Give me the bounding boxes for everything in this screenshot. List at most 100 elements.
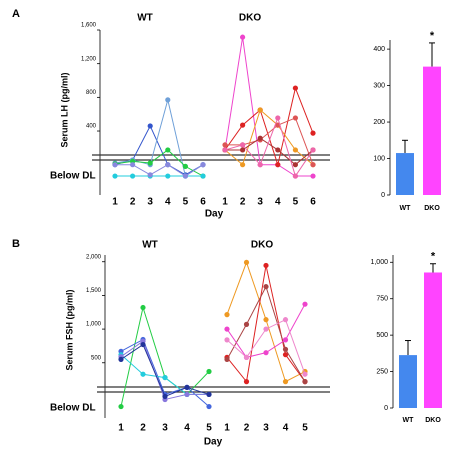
data-point	[310, 147, 316, 153]
data-point	[282, 379, 289, 385]
data-point	[130, 173, 136, 179]
data-point	[292, 85, 298, 91]
data-point	[263, 326, 269, 332]
y-tick-label: 1,200	[81, 56, 97, 62]
data-point	[240, 147, 246, 153]
data-point	[112, 173, 118, 179]
data-point	[240, 142, 246, 148]
x-tick-label: 3	[263, 423, 269, 434]
data-point	[263, 284, 269, 290]
data-point	[130, 162, 136, 168]
x-tick-label: 3	[257, 197, 263, 208]
data-point	[224, 326, 230, 332]
significance-mark: *	[431, 251, 436, 263]
data-point	[147, 172, 153, 178]
group-title: DKO	[251, 240, 273, 251]
below-dl-label: Below DL	[50, 403, 96, 414]
data-point	[292, 147, 298, 153]
y-tick-label: 750	[376, 296, 388, 303]
data-point	[224, 337, 230, 343]
data-point	[243, 379, 250, 385]
x-axis-label: Day	[204, 437, 223, 448]
data-point	[165, 97, 171, 103]
x-tick-label: 1	[112, 197, 118, 208]
x-tick-label: 1	[224, 423, 230, 434]
data-point	[112, 162, 118, 168]
data-point	[302, 301, 308, 307]
x-tick-label: 3	[162, 423, 168, 434]
y-tick-label: 400	[373, 46, 385, 53]
bar	[423, 66, 441, 195]
bar	[424, 272, 442, 408]
data-point	[243, 259, 250, 266]
y-tick-label: 1,000	[370, 259, 388, 266]
data-point	[292, 115, 298, 121]
data-point	[200, 162, 206, 168]
data-point	[310, 173, 316, 179]
below-dl-label: Below DL	[50, 171, 96, 182]
data-point	[292, 162, 298, 168]
y-tick-label: 0	[381, 192, 385, 199]
x-tick-label: 3	[147, 197, 153, 208]
group-title: WT	[137, 13, 153, 24]
data-point	[275, 115, 281, 121]
x-tick-label: 5	[206, 423, 212, 434]
x-tick-label: 4	[275, 197, 281, 208]
data-point	[118, 403, 124, 410]
data-point	[200, 173, 206, 179]
data-point	[165, 162, 171, 168]
x-tick-label: DKO	[425, 417, 441, 424]
x-tick-label: 4	[184, 423, 190, 434]
data-point	[222, 142, 228, 148]
significance-mark: *	[430, 30, 435, 42]
x-tick-label: 5	[293, 197, 299, 208]
series-line	[120, 343, 210, 398]
x-tick-label: 2	[244, 423, 250, 434]
y-tick-label: 1,000	[86, 322, 102, 328]
data-point	[140, 341, 146, 348]
y-axis-label: Serum FSH (pg/ml)	[64, 289, 74, 370]
data-point	[182, 163, 188, 169]
series-line	[225, 117, 314, 165]
data-point	[240, 162, 246, 168]
data-point	[275, 147, 281, 153]
x-tick-label: 4	[165, 197, 171, 208]
data-point	[282, 317, 289, 323]
y-tick-label: 300	[373, 82, 385, 89]
data-point	[243, 354, 250, 360]
data-point	[224, 356, 230, 363]
data-point	[118, 356, 124, 363]
series-line	[224, 37, 313, 177]
data-point	[206, 391, 212, 398]
data-point	[182, 173, 188, 179]
data-point	[257, 162, 263, 168]
data-point	[206, 403, 212, 410]
data-point	[240, 34, 246, 40]
data-point	[282, 352, 289, 358]
x-tick-label: 1	[222, 197, 228, 208]
series-line	[120, 354, 209, 395]
data-point	[257, 107, 263, 113]
series-line	[226, 285, 306, 382]
x-tick-label: 6	[310, 197, 316, 208]
data-point	[224, 312, 230, 318]
y-tick-label: 500	[91, 355, 102, 361]
y-axis-label: Serum LH (pg/ml)	[59, 72, 69, 147]
series-line	[224, 109, 314, 166]
data-point	[222, 147, 228, 153]
y-tick-label: 1,600	[81, 23, 97, 29]
data-point	[263, 350, 269, 356]
series-line	[224, 86, 314, 167]
data-point	[302, 379, 308, 385]
y-tick-label: 1,500	[86, 288, 102, 294]
x-tick-label: DKO	[424, 205, 440, 212]
panel-letter: B	[12, 238, 20, 250]
data-point	[184, 391, 190, 398]
series-line	[224, 116, 314, 178]
x-axis-label: Day	[205, 209, 224, 220]
x-tick-label: 2	[240, 197, 246, 208]
y-tick-label: 200	[373, 119, 385, 126]
data-point	[282, 346, 289, 352]
x-tick-label: 2	[130, 197, 136, 208]
group-title: WT	[142, 240, 158, 251]
